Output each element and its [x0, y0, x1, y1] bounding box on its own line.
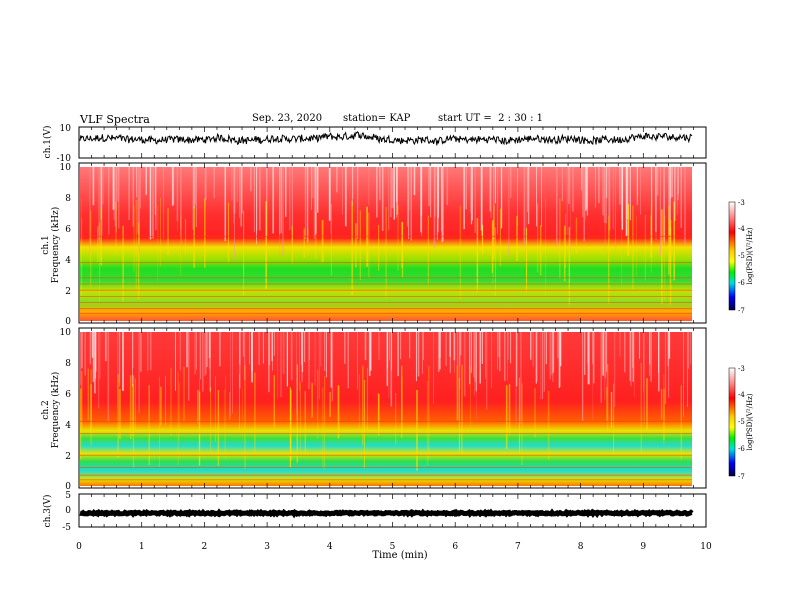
ch1-freq-tick-0: 0: [65, 317, 71, 327]
ch2-freq-tick-8: 8: [65, 359, 71, 369]
ch1-spectrogram-ticks: [78, 163, 707, 323]
ch2-freq-tick-0: 0: [65, 482, 71, 492]
ch2-cbar-tick-5: -5: [738, 418, 745, 426]
ch1-freq-tick-2: 2: [65, 287, 71, 297]
time-tick-label: 1: [139, 542, 145, 552]
ch2-spectrogram-streaks: [79, 332, 692, 471]
ch2-cbar-tick-7: -7: [738, 473, 745, 481]
ch1-spec-ylabel-line2: Frequency (kHz): [50, 207, 61, 284]
ch1-cbar-tick-7: -7: [738, 307, 745, 315]
ch1-freq-tick-8: 8: [65, 194, 71, 204]
ch2-spectrogram-image: [80, 332, 692, 486]
ch1-spec-ylabel-line1: ch.1: [41, 235, 51, 254]
time-axis-label: Time (min): [372, 550, 427, 561]
ch2-spectrogram-ticks: [78, 328, 707, 488]
ch1-freq-tick-10: 10: [60, 163, 72, 173]
time-tick-label: 0: [76, 542, 82, 552]
ch1-spectrogram-hlines: [80, 235, 692, 314]
ch2-spectrogram-panel: 10 8 6 4 2 0 ch.2 Frequency (kHz) -3 -4 …: [41, 327, 754, 492]
ch2-colorbar: [728, 367, 736, 477]
ch3-waveform-ylabel: ch.3(V): [42, 495, 53, 528]
ch2-spec-ylabel-line1: ch.2: [41, 400, 51, 419]
ch1-cbar-tick-3: -3: [738, 199, 745, 207]
time-tick-label: 6: [452, 542, 458, 552]
ch3-waveform-line: [79, 508, 694, 519]
ch1-spectrogram-panel: 10 8 6 4 2 0 ch.1 Frequency (kHz) -3 -4 …: [41, 162, 754, 327]
time-tick-label: 10: [700, 542, 712, 552]
ch3-ytick-0: 0: [65, 506, 71, 516]
ch2-cbar-tick-6: -6: [738, 445, 745, 453]
time-tick-label: 4: [327, 542, 333, 552]
chart-title: VLF Spectra: [80, 113, 150, 126]
ch1-cbar-label: log(PSD)(V²/Hz): [746, 227, 754, 284]
ch1-ytick-bottom: -10: [57, 154, 72, 164]
ch1-freq-tick-6: 6: [65, 225, 71, 235]
ch1-waveform-panel: 10 -10 ch.1(V): [42, 124, 707, 164]
ch2-cbar-label: log(PSD)(V²/Hz): [746, 393, 754, 450]
ch3-waveform-panel: 5 0 -5 ch.3(V): [42, 491, 707, 533]
time-tick-label: 8: [578, 542, 584, 552]
ch2-cbar-tick-4: -4: [738, 391, 745, 399]
ch2-spectrogram-hlines: [80, 420, 692, 481]
ch1-waveform-line: [79, 130, 693, 146]
time-tick-label: 9: [640, 542, 646, 552]
ch2-spec-ylabel-line2: Frequency (kHz): [50, 372, 61, 449]
time-tick-label: 3: [264, 542, 270, 552]
ch1-waveform-ylabel: ch.1(V): [42, 126, 53, 159]
ch2-cbar-tick-3: -3: [738, 365, 745, 373]
ch2-freq-tick-4: 4: [65, 421, 71, 431]
time-tick-label: 7: [515, 542, 521, 552]
ch1-waveform-xticks: [78, 127, 707, 158]
ch3-ytick-5: 5: [65, 491, 71, 501]
ch2-freq-tick-10: 10: [60, 328, 72, 338]
date-label: Sep. 23, 2020: [252, 113, 323, 124]
ch1-freq-tick-4: 4: [65, 256, 71, 266]
ch3-waveform-ticks: [78, 494, 707, 527]
ch2-freq-tick-2: 2: [65, 452, 71, 462]
ch2-freq-tick-6: 6: [65, 390, 71, 400]
ch1-spectrogram-streaks: [80, 167, 686, 305]
ch1-cbar-tick-5: -5: [738, 252, 745, 260]
time-axis-tick-labels: 0 1 2 3 4 5 6 7 8 9 10: [76, 542, 712, 552]
time-tick-label: 5: [390, 542, 396, 552]
ch1-cbar-tick-6: -6: [738, 279, 745, 287]
start-ut-label: start UT = 2 : 30 : 1: [438, 113, 544, 124]
ch1-ytick-top: 10: [60, 124, 72, 134]
ch1-cbar-tick-4: -4: [738, 225, 745, 233]
station-label: station= KAP: [343, 113, 411, 124]
ch1-colorbar: [728, 201, 736, 311]
time-tick-label: 2: [202, 542, 208, 552]
ch3-ytick-minus5: -5: [62, 523, 71, 533]
